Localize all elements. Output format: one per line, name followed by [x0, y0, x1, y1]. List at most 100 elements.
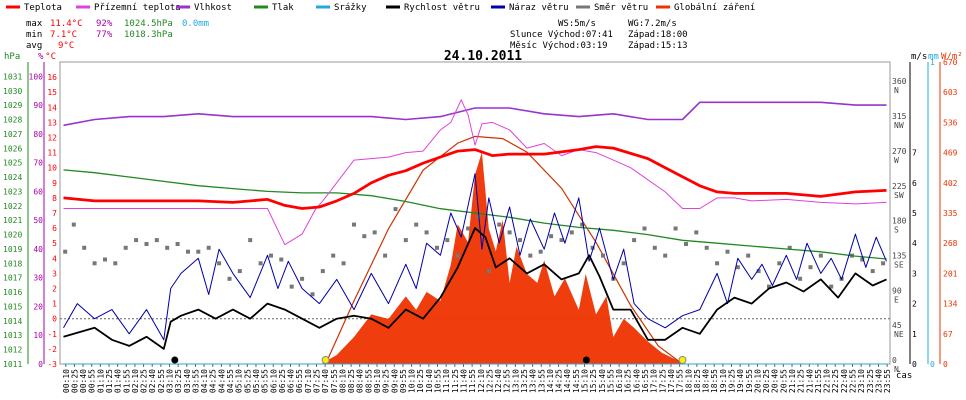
- stat-value: 77%: [96, 30, 113, 40]
- temp-tick: 14: [47, 103, 57, 112]
- wind-dir-point: [227, 276, 232, 281]
- hum-tick: 30: [33, 274, 43, 283]
- temp-tick: 15: [47, 88, 57, 97]
- wind-dir-point: [881, 261, 886, 266]
- x-tick-label: 06:10: [269, 369, 278, 393]
- hum-tick: 100: [29, 72, 44, 81]
- stat-value: max: [26, 19, 43, 29]
- press-tick: 1026: [3, 144, 22, 153]
- wind-dir-point: [580, 222, 585, 227]
- press-tick: 1024: [3, 173, 22, 182]
- press-tick: 1027: [3, 130, 22, 139]
- wind-dir-point: [694, 230, 699, 235]
- x-tick-label: 14:10: [546, 369, 555, 393]
- wind-dir-point: [196, 249, 201, 254]
- x-tick-label: 03:10: [166, 369, 175, 393]
- stat-value: 9°C: [58, 41, 74, 51]
- press-tick: 1023: [3, 187, 22, 196]
- wind-speed-tick: 3: [912, 269, 917, 278]
- wind-dir-point: [746, 253, 751, 258]
- press-tick: 1020: [3, 231, 22, 240]
- stat-value: 11.4°C: [50, 19, 83, 29]
- x-tick-label: 23:40: [874, 369, 883, 393]
- x-tick-label: 09:55: [399, 369, 408, 393]
- wind-dir-point: [787, 245, 792, 250]
- wind-dir-tick: 0: [892, 356, 897, 365]
- wind-dir-point: [590, 245, 595, 250]
- temp-tick: 4: [52, 254, 57, 263]
- x-tick-label: 02:10: [131, 369, 140, 393]
- wind-dir-point: [331, 253, 336, 258]
- x-tick-label: 19:40: [736, 369, 745, 393]
- info-sunrise: Slunce Východ:07:41: [510, 30, 613, 40]
- stat-value: 1024.5hPa: [124, 19, 173, 29]
- solar-tick: 536: [943, 118, 958, 127]
- x-tick-label: 05:40: [252, 369, 261, 393]
- wind-dir-point: [621, 261, 626, 266]
- wind-speed-tick: 6: [912, 179, 917, 188]
- x-tick-label: 05:25: [243, 369, 252, 393]
- solar-tick: 670: [943, 58, 958, 67]
- wind-dir-tick: 135: [892, 251, 907, 260]
- x-tick-label: 22:40: [840, 369, 849, 393]
- x-tick-label: 09:40: [390, 369, 399, 393]
- temp-tick: 10: [47, 164, 57, 173]
- hum-tick: 40: [33, 245, 43, 254]
- wind-dir-point: [165, 245, 170, 250]
- temp-tick: -1: [47, 330, 57, 339]
- hum-tick: 10: [33, 331, 43, 340]
- press-tick: 1015: [3, 302, 22, 311]
- wind-speed-tick: 0: [912, 360, 917, 369]
- x-tick-label: 03:25: [174, 369, 183, 393]
- x-tick-label: 13:40: [529, 369, 538, 393]
- press-tick: 1013: [3, 331, 22, 340]
- info-moonrise: Měsíc Východ:03:19: [510, 41, 608, 51]
- wind-dir-point: [63, 249, 68, 254]
- x-tick-label: 07:10: [304, 369, 313, 393]
- wind-dir-tick: 90: [892, 286, 902, 295]
- temp-tick: 6: [52, 224, 57, 233]
- wind-dir-point: [154, 238, 159, 243]
- rain-tick: 1: [930, 58, 935, 67]
- x-tick-label: 23:55: [883, 369, 892, 393]
- stat-value: 1018.3hPa: [124, 30, 173, 40]
- x-tick-label: 17:55: [676, 369, 685, 393]
- x-tick-label: 18:55: [710, 369, 719, 393]
- wind-dir-point: [217, 261, 222, 266]
- info-sunset: Západ:18:00: [628, 30, 688, 40]
- press-tick: 1021: [3, 216, 22, 225]
- series-naraz-vetru: [63, 173, 887, 341]
- wind-dir-point: [798, 276, 803, 281]
- x-tick-label: 15:40: [598, 369, 607, 393]
- chart-title: 24.10.2011: [444, 49, 522, 64]
- x-tick-label: 02:40: [148, 369, 157, 393]
- solar-tick: 134: [943, 300, 958, 309]
- x-tick-label: 06:40: [287, 369, 296, 393]
- x-tick-label: 07:40: [321, 369, 330, 393]
- x-tick-label: 22:25: [831, 369, 840, 393]
- series-teoreticke-zareni: [325, 135, 683, 365]
- legend-label: Srážky: [334, 3, 367, 13]
- x-tick-label: 20:10: [753, 369, 762, 393]
- wind-dir-point: [186, 249, 190, 254]
- x-tick-label: 19:10: [719, 369, 728, 393]
- sunrise-marker: [321, 356, 330, 364]
- unit-mm: mm: [928, 52, 939, 62]
- wind-dir-point: [144, 242, 149, 246]
- press-tick: 1031: [3, 72, 22, 81]
- wind-dir-point: [829, 284, 834, 289]
- wind-dir-point: [362, 234, 367, 239]
- wind-dir-point: [258, 261, 263, 266]
- wind-dir-point: [414, 222, 419, 227]
- x-tick-label: 04:25: [209, 369, 218, 393]
- x-tick-label: 20:40: [771, 369, 780, 393]
- wind-dir-point: [715, 261, 720, 266]
- x-tick-label: 16:55: [641, 369, 650, 393]
- wind-dir-point: [632, 238, 637, 243]
- wind-dir-point: [497, 222, 502, 227]
- wind-dir-point: [123, 245, 128, 250]
- temp-tick: 3: [52, 269, 57, 278]
- x-tick-label: 10:10: [408, 369, 417, 393]
- x-tick-label: 14:55: [572, 369, 581, 393]
- wind-dir-point: [372, 230, 377, 235]
